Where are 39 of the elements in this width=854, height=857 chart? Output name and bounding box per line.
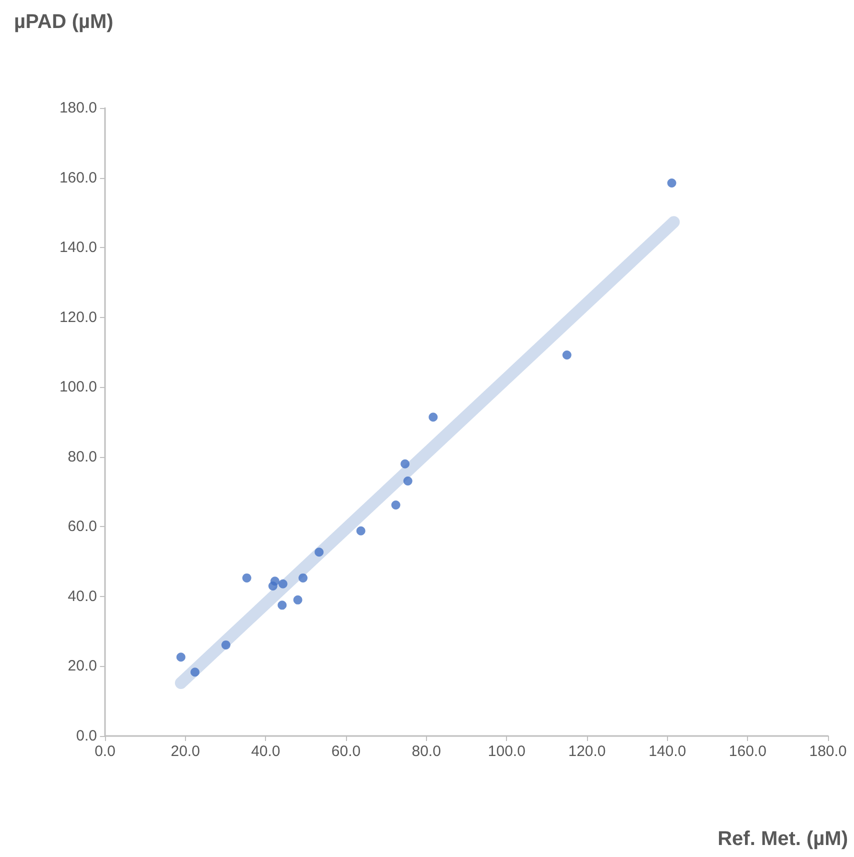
x-axis-title: Ref. Met. (µM) bbox=[718, 828, 848, 850]
y-tick-label: 120.0 bbox=[59, 308, 97, 326]
y-tick-label: 0.0 bbox=[76, 728, 97, 744]
point bbox=[400, 459, 410, 468]
x-tick-label: 80.0 bbox=[412, 743, 441, 760]
point bbox=[190, 668, 200, 677]
point bbox=[403, 476, 412, 486]
x-tick-label: 20.0 bbox=[170, 743, 200, 760]
y-tick-label: 140.0 bbox=[59, 239, 97, 256]
point bbox=[278, 579, 288, 588]
y-tick-label: 80.0 bbox=[68, 448, 97, 466]
point bbox=[428, 412, 438, 422]
point bbox=[242, 573, 252, 582]
x-tick-label: 60.0 bbox=[331, 743, 361, 760]
point bbox=[221, 640, 230, 650]
point bbox=[293, 595, 302, 604]
x-tick-label: 180.0 bbox=[809, 743, 847, 760]
x-tick-label: 100.0 bbox=[488, 743, 526, 760]
point bbox=[356, 526, 366, 536]
y-axis-title: µPAD (µM) bbox=[14, 11, 114, 33]
point bbox=[270, 576, 280, 586]
x-tick-label: 120.0 bbox=[568, 743, 606, 760]
point bbox=[278, 600, 287, 610]
point bbox=[298, 573, 308, 582]
point bbox=[667, 178, 676, 188]
y-tick-label: 160.0 bbox=[59, 169, 97, 186]
x-tick-label: 160.0 bbox=[728, 743, 766, 760]
point bbox=[176, 652, 186, 662]
x-tick-label: 140.0 bbox=[648, 743, 686, 760]
y-tick-label: 180.0 bbox=[59, 100, 97, 116]
x-tick-label: 40.0 bbox=[251, 743, 280, 760]
y-tick-label: 100.0 bbox=[59, 378, 97, 396]
point bbox=[391, 500, 400, 510]
point bbox=[314, 548, 324, 557]
y-tick-label: 40.0 bbox=[68, 588, 97, 605]
y-tick-label: 60.0 bbox=[68, 518, 97, 536]
y-tick-label: 20.0 bbox=[68, 658, 97, 675]
point bbox=[562, 350, 572, 360]
x-tick-label: 0.0 bbox=[94, 743, 116, 760]
